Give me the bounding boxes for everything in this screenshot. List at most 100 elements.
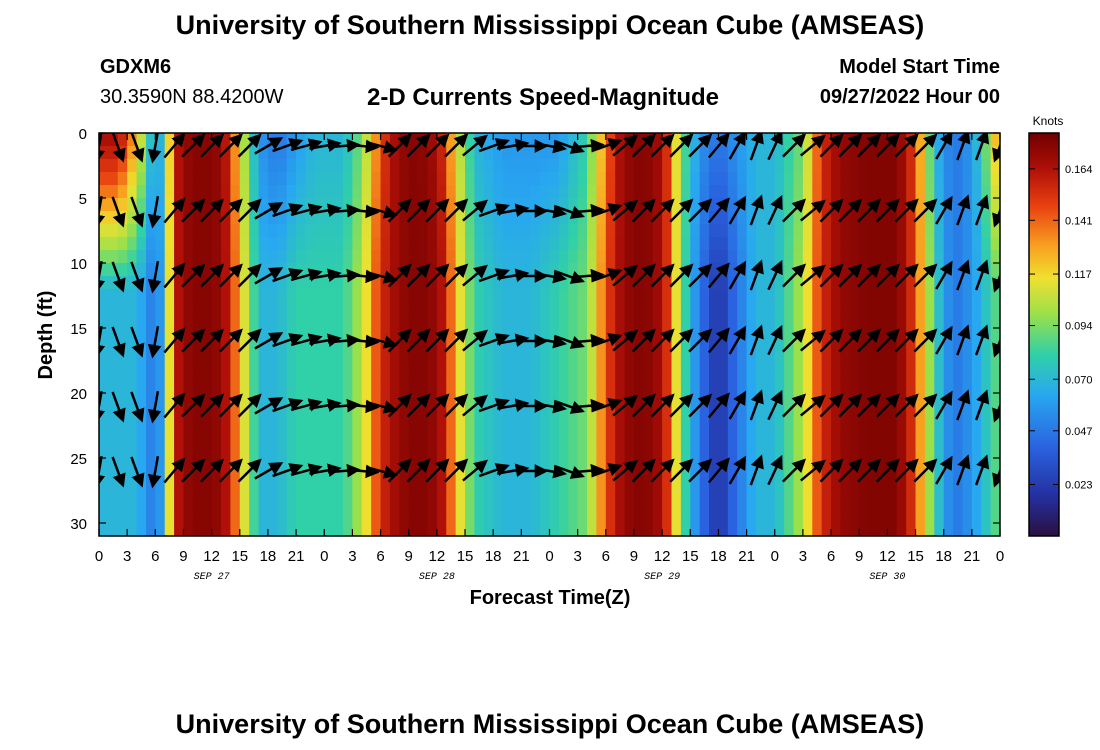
heatmap-cell — [343, 419, 354, 433]
heatmap-cell — [183, 315, 194, 329]
heatmap-cell — [174, 406, 185, 420]
heatmap-cell — [746, 367, 757, 381]
heatmap-cell — [784, 419, 795, 433]
heatmap-cell — [568, 354, 579, 368]
heatmap-cell — [831, 510, 842, 524]
heatmap-cell — [483, 341, 494, 355]
heatmap-cell — [924, 185, 935, 199]
heatmap-cell — [577, 354, 588, 368]
heatmap-cell — [540, 484, 551, 498]
current-vector — [571, 138, 605, 153]
heatmap-cell — [877, 302, 888, 316]
current-vector — [728, 325, 747, 355]
heatmap-cell — [558, 432, 569, 446]
heatmap-cell — [690, 497, 701, 511]
heatmap-cell — [155, 250, 166, 264]
heatmap-cell — [896, 172, 907, 186]
heatmap-cell — [474, 419, 485, 433]
heatmap-cell — [943, 341, 954, 355]
heatmap-cell — [896, 276, 907, 290]
heatmap-cell — [192, 185, 203, 199]
heatmap-cell — [465, 224, 476, 238]
heatmap-cell — [418, 354, 429, 368]
current-vector — [591, 398, 623, 413]
heatmap-cell — [521, 250, 532, 264]
heatmap-cell — [802, 497, 813, 511]
heatmap-cell — [662, 237, 673, 251]
heatmap-cell — [662, 419, 673, 433]
heatmap-cell — [605, 341, 616, 355]
current-vector — [99, 195, 106, 229]
heatmap-cell — [230, 406, 241, 420]
heatmap-cell — [296, 471, 307, 485]
heatmap-cell — [286, 497, 297, 511]
heatmap-cell — [155, 237, 166, 251]
heatmap-cell — [249, 445, 260, 459]
heatmap-cell — [709, 380, 720, 394]
heatmap-cell — [249, 341, 260, 355]
current-vector — [254, 332, 284, 350]
heatmap-cell — [427, 224, 438, 238]
heatmap-cell — [624, 224, 635, 238]
heatmap-cell — [99, 510, 109, 524]
heatmap-cell — [990, 523, 1000, 536]
heatmap-cell — [389, 172, 400, 186]
heatmap-cell — [774, 367, 785, 381]
heatmap-cell — [239, 380, 250, 394]
heatmap-cell — [540, 523, 551, 536]
heatmap-cell — [183, 354, 194, 368]
heatmap-cell — [493, 367, 504, 381]
current-vector — [387, 263, 412, 288]
heatmap-cell — [784, 497, 795, 511]
heatmap-cell — [662, 250, 673, 264]
heatmap-cell — [746, 315, 757, 329]
heatmap-cell — [643, 445, 654, 459]
heatmap-cell — [202, 432, 213, 446]
heatmap-cell — [502, 458, 513, 472]
heatmap-cell — [99, 393, 109, 407]
heatmap-cell — [483, 263, 494, 277]
heatmap-cell — [755, 497, 766, 511]
current-vector — [650, 393, 675, 418]
heatmap-cell — [530, 445, 541, 459]
heatmap-cell — [680, 432, 691, 446]
heatmap-cell — [343, 523, 354, 536]
current-vector — [913, 328, 938, 353]
heatmap-cell — [934, 263, 945, 277]
heatmap-cell — [699, 302, 710, 316]
heatmap-cell — [211, 146, 222, 160]
heatmap-cell — [324, 380, 335, 394]
heatmap-cell — [502, 510, 513, 524]
heatmap-cell — [258, 276, 269, 290]
heatmap-cell — [511, 497, 522, 511]
heatmap-cell — [343, 406, 354, 420]
heatmap-cell — [127, 211, 138, 225]
heatmap-cell — [840, 471, 851, 485]
heatmap-cell — [446, 406, 457, 420]
heatmap-cell — [211, 237, 222, 251]
heatmap-cell — [127, 276, 138, 290]
heatmap-cell — [202, 458, 213, 472]
heatmap-cell — [446, 458, 457, 472]
current-vector — [425, 198, 450, 223]
heatmap-cell — [239, 250, 250, 264]
current-vector — [631, 198, 656, 223]
heatmap-cell — [399, 380, 410, 394]
heatmap-cell — [202, 224, 213, 238]
heatmap-cell — [380, 432, 391, 446]
heatmap-cell — [784, 523, 795, 536]
heatmap-cell — [174, 341, 185, 355]
heatmap-cell — [230, 237, 241, 251]
current-vector — [365, 400, 398, 414]
heatmap-cell — [258, 328, 269, 342]
heatmap-cell — [793, 354, 804, 368]
heatmap-cell — [108, 159, 119, 173]
heatmap-cell — [953, 172, 964, 186]
heatmap-cell — [267, 510, 278, 524]
heatmap-cell — [587, 354, 598, 368]
heatmap-cell — [615, 393, 626, 407]
heatmap-cell — [746, 354, 757, 368]
heatmap-cell — [155, 484, 166, 498]
heatmap-cell — [737, 419, 748, 433]
heatmap-cell — [737, 354, 748, 368]
